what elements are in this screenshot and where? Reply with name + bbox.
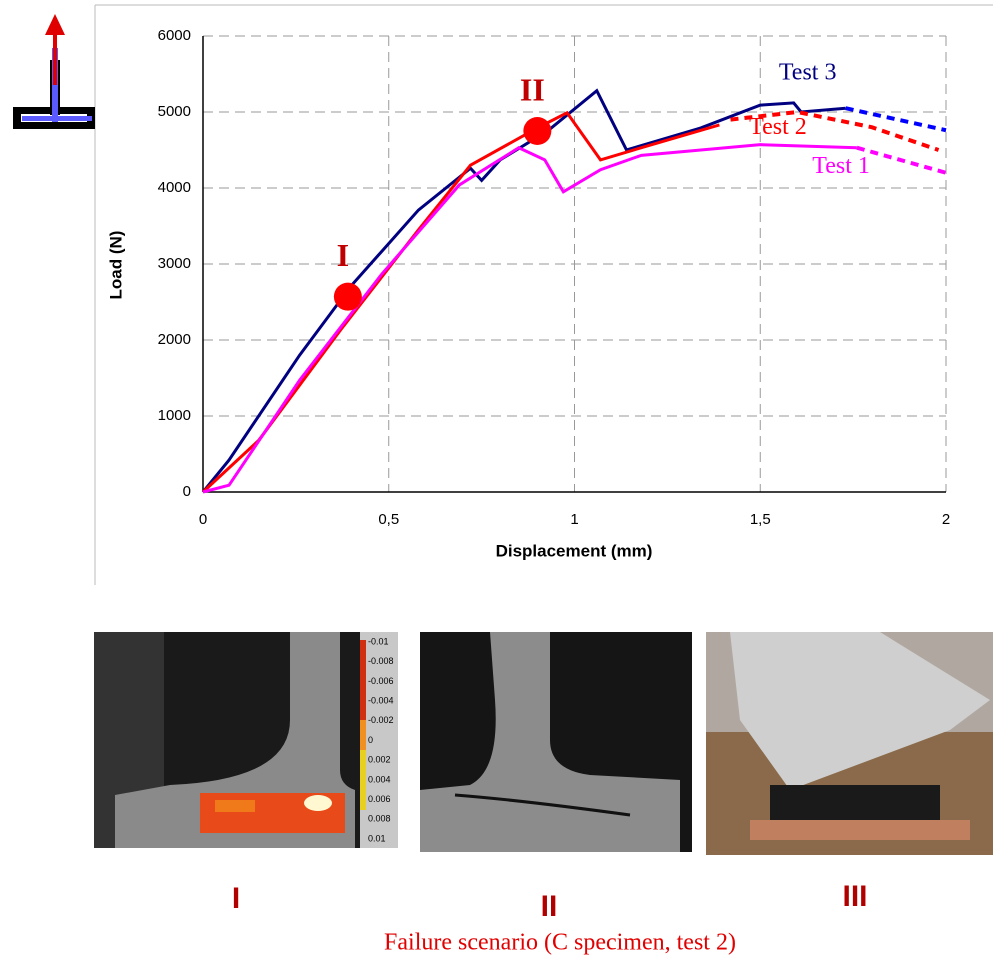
panel-label: II: [541, 890, 558, 923]
series-line: [201, 88, 846, 493]
x-tick-label: 0: [199, 511, 207, 528]
colorbar-label: 0.004: [368, 774, 391, 784]
x-tick-label: 1,5: [750, 511, 771, 528]
x-tick-label: 0,5: [378, 511, 399, 528]
y-tick-label: 0: [183, 483, 191, 500]
caption: Failure scenario (C specimen, test 2): [384, 930, 736, 956]
photo-panel: [94, 632, 398, 848]
marker-label: II: [520, 71, 545, 107]
panel-label: III: [842, 880, 867, 913]
x-tick-label: 2: [942, 511, 950, 528]
series-line: [730, 109, 940, 152]
photo-panel: [706, 632, 993, 855]
colorbar-label: 0: [368, 735, 373, 745]
series-label: Test 3: [779, 60, 837, 86]
x-tick-label: 1: [570, 511, 578, 528]
colorbar-label: 0.006: [368, 794, 391, 804]
y-tick-label: 1000: [158, 407, 191, 424]
y-tick-label: 5000: [158, 103, 191, 120]
colorbar-label: 0.01: [368, 833, 386, 843]
series-label: Test 1: [812, 153, 870, 179]
x-axis-label: Displacement (mm): [496, 541, 653, 560]
marker-label: I: [337, 237, 349, 273]
colorbar-label: -0.002: [368, 715, 394, 725]
colorbar-label: -0.01: [368, 636, 389, 646]
photo-panel: [420, 632, 692, 852]
y-tick-label: 4000: [158, 179, 191, 196]
y-tick-label: 6000: [158, 27, 191, 44]
plot: 0 1000 2000 3000 4000 5000 6000 0 0,5 1 1,5 2 Test 3…: [158, 27, 951, 528]
colorbar-label: -0.006: [368, 676, 394, 686]
colorbar-label: 0.008: [368, 814, 391, 824]
specimen-icon: [13, 14, 95, 129]
marker: [523, 117, 552, 145]
series-label: Test 2: [749, 114, 807, 140]
y-tick-label: 3000: [158, 255, 191, 272]
series-line: [845, 106, 947, 133]
series-line: [201, 110, 720, 494]
marker: [333, 282, 362, 311]
panel-label: I: [232, 882, 240, 915]
colorbar-label: -0.008: [368, 656, 394, 666]
y-axis-label: Load (N): [106, 231, 125, 300]
series-line: [202, 143, 857, 494]
colorbar: -0.01 -0.008 -0.006 -0.004 -0.002 0 0.002 0.004…: [368, 636, 394, 843]
colorbar-label: 0.002: [368, 755, 391, 765]
series-line: [856, 145, 947, 175]
colorbar-label: -0.004: [368, 695, 394, 705]
y-tick-label: 2000: [158, 331, 191, 348]
